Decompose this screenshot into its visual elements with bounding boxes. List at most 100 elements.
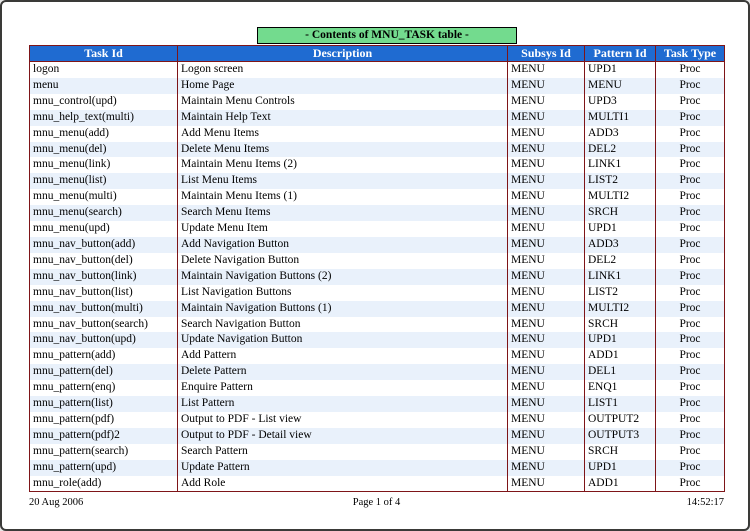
cell-subsys-id: MENU [507,157,585,174]
cell-description: Home Page [177,77,508,94]
table-row: mnu_nav_button(list) List Navigation Butt… [29,284,725,301]
cell-subsys-id: MENU [507,411,585,428]
cell-task-type: Proc [655,300,725,317]
cell-task-id: mnu_menu(del) [29,141,178,158]
cell-description: Maintain Navigation Buttons (2) [177,268,508,285]
cell-task-id: logon [29,61,178,78]
cell-task-type: Proc [655,427,725,444]
cell-subsys-id: MENU [507,77,585,94]
cell-pattern-id: UPD1 [584,459,656,476]
cell-task-type: Proc [655,77,725,94]
cell-subsys-id: MENU [507,332,585,349]
cell-subsys-id: MENU [507,300,585,317]
table-row: mnu_menu(add) Add Menu Items MENU ADD3 Proc [29,125,725,142]
table-row: mnu_menu(upd) Update Menu Item MENU UPD1 Pro… [29,221,725,237]
cell-pattern-id: UPD1 [584,221,656,237]
cell-task-type: Proc [655,173,725,190]
header-row: Task Id Description Subsys Id Pattern Id… [29,45,725,62]
cell-task-id: mnu_nav_button(upd) [29,332,178,349]
cell-task-id: mnu_pattern(enq) [29,380,178,397]
cell-description: Add Role [177,475,508,492]
cell-subsys-id: MENU [507,268,585,285]
cell-pattern-id: LINK1 [584,268,656,285]
cell-task-id: menu [29,77,178,94]
cell-description: List Pattern [177,396,508,412]
cell-description: Update Navigation Button [177,332,508,349]
cell-task-id: mnu_pattern(upd) [29,459,178,476]
cell-subsys-id: MENU [507,141,585,158]
cell-task-type: Proc [655,332,725,349]
cell-task-type: Proc [655,236,725,253]
table-row: mnu_pattern(enq) Enquire Pattern MENU ENQ1 P… [29,380,725,397]
cell-description: Delete Navigation Button [177,252,508,269]
cell-pattern-id: MULTI2 [584,189,656,206]
footer-time: 14:52:17 [686,497,725,508]
cell-task-id: mnu_nav_button(add) [29,236,178,253]
cell-task-id: mnu_pattern(pdf)2 [29,427,178,444]
cell-subsys-id: MENU [507,475,585,492]
cell-pattern-id: DEL2 [584,252,656,269]
cell-task-type: Proc [655,443,725,460]
cell-pattern-id: LIST2 [584,284,656,301]
table-row: mnu_pattern(upd) Update Pattern MENU UPD1 Pr… [29,459,725,476]
cell-subsys-id: MENU [507,61,585,78]
cell-subsys-id: MENU [507,459,585,476]
cell-task-type: Proc [655,252,725,269]
cell-task-type: Proc [655,411,725,428]
cell-task-type: Proc [655,348,725,365]
cell-description: Maintain Help Text [177,109,508,126]
table-row: mnu_pattern(add) Add Pattern MENU ADD1 Proc [29,348,725,365]
table-row: mnu_help_text(multi) Maintain Help Text ME… [29,109,725,126]
cell-subsys-id: MENU [507,109,585,126]
table-row: mnu_role(add) Add Role MENU ADD1 Proc [29,475,725,492]
cell-pattern-id: ADD1 [584,475,656,492]
cell-task-type: Proc [655,189,725,206]
cell-subsys-id: MENU [507,221,585,237]
cell-subsys-id: MENU [507,380,585,397]
cell-pattern-id: ADD1 [584,348,656,365]
cell-task-id: mnu_menu(search) [29,205,178,222]
cell-description: Add Navigation Button [177,236,508,253]
table-row: mnu_pattern(list) List Pattern MENU LIST1 Pr… [29,396,725,412]
cell-pattern-id: MULTI2 [584,300,656,317]
table-row: mnu_pattern(pdf)2 Output to PDF - Detail … [29,427,725,444]
cell-task-id: mnu_menu(multi) [29,189,178,206]
cell-task-type: Proc [655,221,725,237]
cell-task-type: Proc [655,93,725,110]
column-header-task-type: Task Type [655,45,725,62]
cell-pattern-id: LINK1 [584,157,656,174]
cell-task-id: mnu_nav_button(multi) [29,300,178,317]
cell-subsys-id: MENU [507,396,585,412]
cell-description: Maintain Menu Controls [177,93,508,110]
cell-pattern-id: SRCH [584,205,656,222]
table-row: menu Home Page MENU MENU Proc [29,77,725,94]
cell-pattern-id: OUTPUT3 [584,427,656,444]
cell-pattern-id: ADD3 [584,236,656,253]
table-row: mnu_pattern(pdf) Output to PDF - List vie… [29,411,725,428]
cell-subsys-id: MENU [507,205,585,222]
table-body: logon Logon screen MENU UPD1 Proc menu Home Pa… [29,61,725,492]
cell-pattern-id: LIST1 [584,396,656,412]
cell-description: Delete Menu Items [177,141,508,158]
table-row: mnu_nav_button(link) Maintain Navigation … [29,268,725,285]
cell-task-id: mnu_pattern(list) [29,396,178,412]
page-footer: 20 Aug 2006 Page 1 of 4 14:52:17 [29,497,724,508]
cell-description: Update Menu Item [177,221,508,237]
cell-task-type: Proc [655,459,725,476]
table-row: mnu_menu(link) Maintain Menu Items (2) MEN… [29,157,725,174]
cell-pattern-id: UPD1 [584,61,656,78]
cell-pattern-id: DEL2 [584,141,656,158]
cell-subsys-id: MENU [507,173,585,190]
cell-task-type: Proc [655,109,725,126]
cell-description: Logon screen [177,61,508,78]
cell-pattern-id: UPD1 [584,332,656,349]
cell-description: Add Pattern [177,348,508,365]
table-header: Task Id Description Subsys Id Pattern Id… [29,45,725,62]
table-row: logon Logon screen MENU UPD1 Proc [29,61,725,78]
table-row: mnu_pattern(search) Search Pattern MENU SRC… [29,443,725,460]
cell-task-id: mnu_pattern(pdf) [29,411,178,428]
cell-description: Add Menu Items [177,125,508,142]
cell-task-id: mnu_control(upd) [29,93,178,110]
cell-pattern-id: OUTPUT2 [584,411,656,428]
cell-pattern-id: SRCH [584,316,656,333]
